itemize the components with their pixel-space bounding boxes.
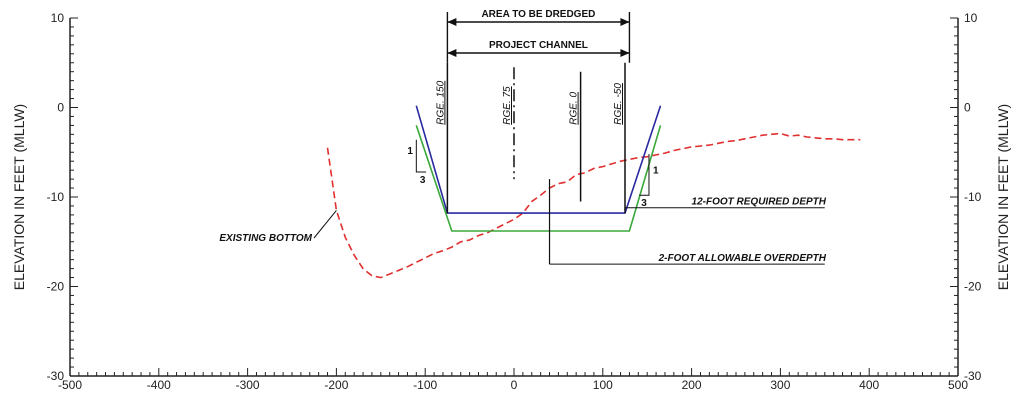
range-label-rge-neg50: RGE. -50 bbox=[613, 83, 624, 125]
x-tick-label: -500 bbox=[58, 378, 82, 392]
y-left-tick-label: 0 bbox=[57, 101, 64, 115]
x-tick-label: 0 bbox=[511, 378, 518, 392]
x-tick-label: 200 bbox=[682, 378, 702, 392]
y-right-tick-label: 10 bbox=[964, 11, 978, 25]
required-depth-label: 12-FOOT REQUIRED DEPTH bbox=[692, 197, 827, 208]
y-right-tick-label: -30 bbox=[964, 369, 982, 383]
y-right-tick-label: -20 bbox=[964, 280, 982, 294]
project-channel-dimension-arrow-right bbox=[620, 49, 630, 57]
x-tick-label: -400 bbox=[147, 378, 171, 392]
y-left-tick-label: 10 bbox=[51, 11, 65, 25]
x-tick-label: -300 bbox=[236, 378, 260, 392]
left-slope-rise-label: 1 bbox=[407, 146, 413, 157]
x-tick-label: 500 bbox=[948, 378, 968, 392]
x-tick-label: -100 bbox=[413, 378, 437, 392]
2-foot-allowable-overdepth-line bbox=[415, 125, 662, 232]
x-tick-label: 400 bbox=[859, 378, 879, 392]
existing-bottom-label: EXISTING BOTTOM bbox=[219, 233, 312, 244]
y-left-tick-label: -10 bbox=[47, 190, 65, 204]
y-left-tick-label: -20 bbox=[47, 280, 65, 294]
y-axis-title-left: ELEVATION IN FEET (MLLW) bbox=[11, 104, 27, 290]
range-label-rge-150: RGE. 150 bbox=[435, 80, 446, 124]
dredge-area-dimension-arrow-left bbox=[447, 18, 457, 26]
project-channel-label: PROJECT CHANNEL bbox=[489, 40, 588, 51]
right-slope-triangle bbox=[639, 154, 650, 196]
right-slope-rise-label: 1 bbox=[653, 166, 659, 177]
existing-bottom-line bbox=[326, 132, 861, 279]
range-label-rge-75: RGE. 75 bbox=[502, 86, 513, 125]
x-tick-label: -200 bbox=[324, 378, 348, 392]
dredge-area-dimension-arrow-right bbox=[620, 18, 630, 26]
x-tick-label: 100 bbox=[593, 378, 613, 392]
left-slope-run-label: 3 bbox=[420, 175, 426, 186]
project-channel-dimension-arrow-left bbox=[447, 49, 457, 57]
annotations: ELEVATION IN FEET (MLLW) ELEVATION IN FE… bbox=[11, 9, 1011, 290]
12-foot-required-depth-line bbox=[415, 105, 662, 214]
allowable-overdepth-label: 2-FOOT ALLOWABLE OVERDEPTH bbox=[658, 253, 827, 264]
y-right-tick-label: 0 bbox=[964, 101, 971, 115]
range-label-rge-0: RGE. 0 bbox=[569, 92, 580, 125]
y-right-tick-label: -10 bbox=[964, 190, 982, 204]
y-axis-title-right: ELEVATION IN FEET (MLLW) bbox=[995, 104, 1011, 290]
left-slope-triangle bbox=[415, 139, 427, 173]
traces bbox=[313, 12, 861, 279]
y-left-tick-label: -30 bbox=[47, 369, 65, 383]
right-slope-run-label: 3 bbox=[641, 198, 647, 209]
area-to-be-dredged-label: AREA TO BE DREDGED bbox=[481, 9, 595, 20]
x-tick-label: 300 bbox=[770, 378, 790, 392]
existing-bottom-leader bbox=[313, 210, 337, 239]
